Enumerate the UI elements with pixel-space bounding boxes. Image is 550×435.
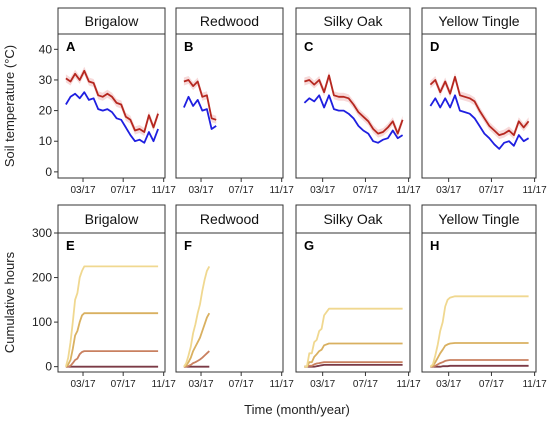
y-tick-label: 200 <box>32 271 52 285</box>
facet-strip-label: Silky Oak <box>323 13 383 29</box>
series-line <box>183 95 217 130</box>
series-line <box>304 307 403 368</box>
panel-letter: B <box>184 39 193 54</box>
y-tick-label: 40 <box>39 42 53 56</box>
plot-panel <box>175 33 284 179</box>
series-line <box>430 342 529 368</box>
x-tick-label: 07/17 <box>111 185 136 196</box>
facet-strip-label: Brigalow <box>85 13 140 29</box>
x-tick-label: 11/17 <box>270 185 295 196</box>
x-tick-label: 11/17 <box>522 185 547 196</box>
facet-strip <box>57 7 166 35</box>
series-line <box>430 359 529 368</box>
facet-strip-label: Brigalow <box>85 211 140 227</box>
plot-panel <box>295 232 411 373</box>
facet-strip <box>295 7 411 35</box>
series-line <box>183 265 211 368</box>
y-tick-label: 0 <box>45 165 52 179</box>
facet-strip-label: Yellow Tingle <box>438 13 519 29</box>
panel-letter: H <box>430 238 439 253</box>
series-line <box>183 79 217 121</box>
panel-letter: D <box>430 39 439 54</box>
series-line <box>65 69 159 133</box>
y-axis-title: Soil temperature (°C) <box>2 45 17 167</box>
facet-strip-label: Yellow Tingle <box>438 211 519 227</box>
series-line <box>430 364 529 368</box>
x-tick-label: 11/17 <box>270 379 295 390</box>
series-line <box>183 350 210 368</box>
facet-strip <box>175 204 284 234</box>
series-band <box>183 76 217 124</box>
x-axis-title: Time (month/year) <box>244 402 350 417</box>
series-line <box>429 94 530 150</box>
panel-letter: C <box>304 39 314 54</box>
x-tick-label: 11/17 <box>152 379 177 390</box>
series-line <box>429 295 529 368</box>
x-tick-label: 03/17 <box>189 379 214 390</box>
panel-letter: E <box>66 238 75 253</box>
y-axis-title: Cumulative hours <box>2 251 17 353</box>
series-line <box>303 94 404 144</box>
series-line <box>65 265 159 367</box>
x-tick-label: 07/17 <box>479 379 504 390</box>
y-tick-label: 10 <box>39 134 53 148</box>
facet-strip <box>175 7 284 35</box>
x-tick-label: 11/17 <box>396 185 421 196</box>
x-tick-label: 03/17 <box>436 185 461 196</box>
x-tick-label: 03/17 <box>436 379 461 390</box>
x-tick-label: 07/17 <box>353 379 378 390</box>
x-tick-label: 07/17 <box>479 185 504 196</box>
x-tick-label: 03/17 <box>71 379 96 390</box>
facet-strip-label: Redwood <box>200 13 259 29</box>
facet-strip <box>295 204 411 234</box>
series-line <box>429 76 530 136</box>
x-tick-label: 11/17 <box>396 379 421 390</box>
plot-panel <box>421 232 537 373</box>
facet-strip-label: Silky Oak <box>323 211 383 227</box>
x-tick-label: 03/17 <box>189 185 214 196</box>
facet-strip-label: Redwood <box>200 211 259 227</box>
series-line <box>65 350 159 368</box>
x-tick-label: 07/17 <box>229 379 254 390</box>
facet-strip <box>421 7 537 35</box>
y-tick-label: 100 <box>32 315 52 329</box>
series-line <box>304 342 403 368</box>
x-tick-label: 07/17 <box>111 379 136 390</box>
series-line <box>304 361 403 368</box>
plot-panel <box>57 33 166 179</box>
y-tick-label: 300 <box>32 226 52 240</box>
panel-letter: F <box>184 238 192 253</box>
series-line <box>65 312 159 368</box>
y-tick-label: 0 <box>45 360 52 374</box>
plot-panel <box>57 232 166 373</box>
series-line <box>183 312 211 368</box>
x-tick-label: 03/17 <box>310 185 335 196</box>
series-band <box>65 66 159 136</box>
series-line <box>304 74 404 135</box>
y-tick-label: 20 <box>39 104 53 118</box>
x-tick-label: 03/17 <box>71 185 96 196</box>
panel-letter: A <box>66 39 76 54</box>
plot-panel <box>175 232 284 373</box>
x-tick-label: 07/17 <box>229 185 254 196</box>
x-tick-label: 03/17 <box>310 379 335 390</box>
x-tick-label: 11/17 <box>152 185 177 196</box>
series-line <box>65 91 159 144</box>
panel-letter: G <box>304 238 314 253</box>
x-tick-label: 11/17 <box>522 379 547 390</box>
y-tick-label: 30 <box>39 73 53 87</box>
x-tick-label: 07/17 <box>353 185 378 196</box>
